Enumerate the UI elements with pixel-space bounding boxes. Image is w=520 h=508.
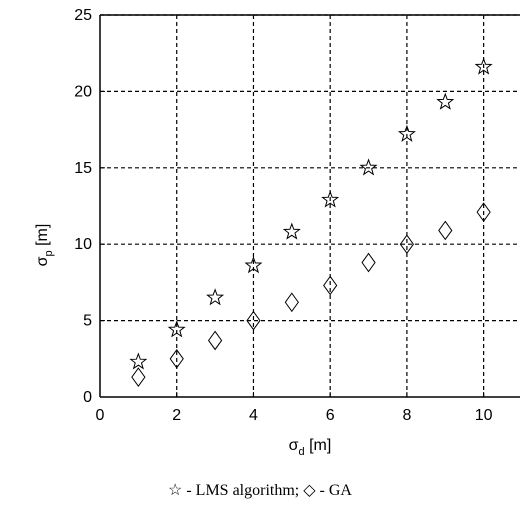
y-tick-label-3: 15 — [74, 160, 92, 177]
star-marker-0 — [131, 354, 146, 368]
y-tick-label-2: 10 — [74, 236, 92, 253]
y-axis-label: σp [m] — [34, 224, 55, 267]
diamond-marker-6 — [362, 254, 375, 272]
legend-caption: ☆ - LMS algorithm; ◇ - GA — [0, 480, 520, 500]
star-marker-8 — [438, 94, 453, 108]
x-tick-label-5: 10 — [475, 407, 493, 424]
x-axis-label: σd [m] — [289, 437, 332, 458]
star-marker-6 — [361, 160, 376, 174]
star-symbol: ☆ — [168, 482, 182, 499]
diamond-legend-text: - GA — [316, 482, 352, 499]
x-tick-label-0: 0 — [96, 407, 105, 424]
y-tick-label-0: 0 — [83, 389, 92, 406]
x-tick-label-2: 4 — [249, 407, 258, 424]
diamond-marker-4 — [285, 293, 298, 311]
axes — [100, 15, 520, 397]
star-legend-text: - LMS algorithm; — [182, 482, 303, 499]
grid — [100, 15, 520, 397]
diamond-marker-8 — [439, 221, 452, 239]
data-markers — [131, 59, 491, 386]
star-marker-4 — [284, 224, 299, 238]
x-tick-label-3: 6 — [326, 407, 335, 424]
diamond-marker-0 — [132, 368, 145, 386]
x-tick-label-4: 8 — [402, 407, 411, 424]
star-marker-2 — [207, 290, 222, 304]
y-tick-label-4: 20 — [74, 83, 92, 100]
y-tick-label-5: 25 — [74, 7, 92, 24]
diamond-symbol: ◇ — [303, 482, 315, 499]
diamond-marker-2 — [209, 331, 222, 349]
tick-labels: 0 2 4 6 8 10 0 5 10 15 20 25 — [74, 7, 492, 424]
x-tick-label-1: 2 — [172, 407, 181, 424]
y-tick-label-1: 5 — [83, 313, 92, 330]
